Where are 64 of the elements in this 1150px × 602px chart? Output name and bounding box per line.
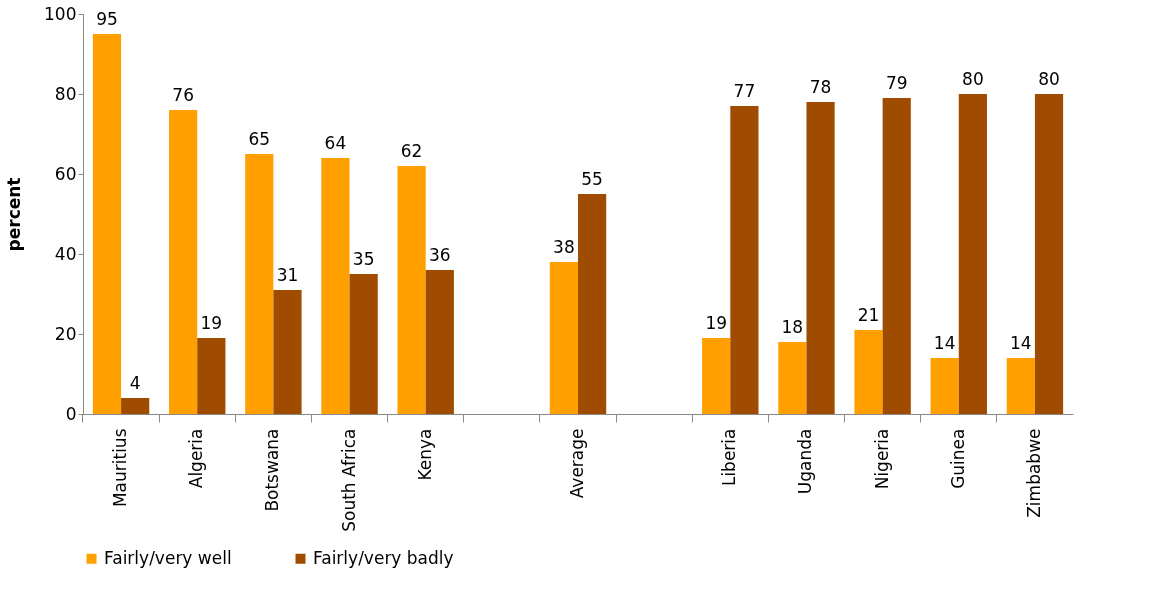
bar [245,154,274,414]
bar [169,110,198,414]
data-label: 65 [248,129,271,149]
data-label: 55 [581,169,603,189]
bar [882,98,911,414]
bar [121,398,150,414]
x-tick-label: Botswana [262,428,283,512]
y-tick-label: 80 [54,83,77,104]
bar [778,342,807,414]
bar [197,338,226,414]
data-label: 78 [809,77,832,97]
bar [349,274,378,414]
data-label: 80 [1038,69,1060,89]
bar [730,106,759,414]
bar [321,158,350,414]
bar [549,262,578,414]
x-tick-label: Liberia [719,428,740,487]
y-axis-title: percent [4,177,25,252]
data-label: 19 [200,313,223,333]
bar [702,338,731,414]
data-label: 4 [129,373,141,393]
bar [578,194,607,414]
x-tick-label: Guinea [947,428,968,489]
data-label: 19 [705,313,728,333]
x-tick-label: Nigeria [871,428,892,490]
x-tick-label: Uganda [795,428,816,495]
x-tick-label: Mauritius [110,428,131,508]
bar [397,166,426,414]
legend-label: Fairly/very badly [313,547,454,568]
data-label: 79 [885,73,908,93]
y-tick-label: 0 [65,403,77,424]
bar [1034,94,1064,414]
data-label: 21 [857,305,880,325]
x-tick-label: South Africa [338,428,359,532]
x-tick-label: Average [567,428,587,499]
bar [425,270,454,414]
x-tick-label: Kenya [414,428,435,481]
data-label: 64 [324,133,347,153]
data-label: 80 [962,69,984,89]
data-label: 14 [1010,333,1032,353]
data-label: 35 [352,249,375,269]
data-label: 38 [553,237,575,257]
bar [958,94,987,414]
data-label: 77 [733,81,756,101]
data-label: 14 [933,333,956,353]
bar [273,290,302,414]
x-tick-label: Zimbabwe [1023,428,1044,518]
bar [930,358,959,414]
y-tick-label: 20 [54,323,77,344]
legend-label: Fairly/very well [104,547,232,568]
data-label: 18 [781,317,804,337]
y-tick-label: 100 [44,3,77,24]
data-label: 76 [172,85,194,105]
data-label: 36 [428,245,451,265]
data-label: 95 [96,9,118,29]
data-label: 31 [276,265,299,285]
bar [92,34,122,414]
bar [1006,358,1035,414]
y-tick-label: 40 [54,243,77,264]
y-tick-label: 60 [54,163,77,184]
bar [806,102,835,414]
bar [854,330,883,414]
data-label: 62 [400,141,423,161]
x-tick-label: Algeria [186,428,207,489]
